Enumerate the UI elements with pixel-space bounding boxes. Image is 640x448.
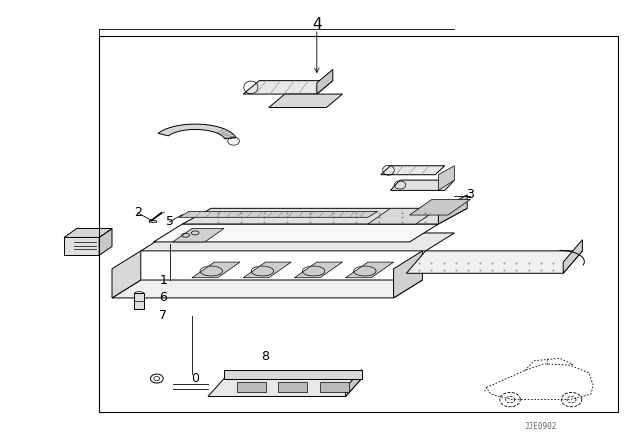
Polygon shape	[346, 370, 362, 396]
Polygon shape	[112, 280, 422, 298]
Polygon shape	[368, 208, 438, 224]
Polygon shape	[390, 180, 454, 190]
Polygon shape	[134, 293, 144, 309]
Polygon shape	[438, 166, 454, 190]
Polygon shape	[64, 228, 112, 237]
Polygon shape	[112, 251, 141, 298]
Polygon shape	[320, 382, 349, 392]
Polygon shape	[278, 382, 307, 392]
Text: 2: 2	[134, 206, 141, 220]
Polygon shape	[141, 233, 454, 251]
Polygon shape	[269, 94, 342, 108]
Text: JJE0902: JJE0902	[525, 422, 557, 431]
Polygon shape	[243, 262, 291, 278]
Polygon shape	[208, 379, 362, 396]
Polygon shape	[173, 228, 224, 242]
Polygon shape	[99, 228, 112, 255]
Text: 3: 3	[467, 188, 474, 202]
Polygon shape	[394, 251, 422, 298]
Polygon shape	[192, 262, 240, 278]
Polygon shape	[154, 224, 438, 242]
Polygon shape	[243, 81, 333, 94]
Text: 1: 1	[159, 273, 167, 287]
Text: 0: 0	[191, 372, 199, 385]
Polygon shape	[237, 382, 266, 392]
Text: 7: 7	[159, 309, 167, 323]
Polygon shape	[438, 195, 467, 224]
Text: 5: 5	[166, 215, 173, 228]
Polygon shape	[158, 124, 236, 139]
Text: 6: 6	[159, 291, 167, 305]
Polygon shape	[179, 211, 378, 217]
Bar	[99, 36, 618, 412]
Polygon shape	[149, 220, 156, 222]
Text: 4: 4	[312, 17, 322, 32]
Polygon shape	[381, 166, 445, 175]
Polygon shape	[317, 69, 333, 94]
Polygon shape	[563, 240, 582, 273]
Polygon shape	[406, 251, 582, 273]
Polygon shape	[64, 237, 99, 255]
Text: 8: 8	[262, 349, 269, 363]
Polygon shape	[294, 262, 342, 278]
Polygon shape	[410, 199, 470, 215]
Polygon shape	[182, 208, 467, 224]
Polygon shape	[224, 370, 362, 379]
Polygon shape	[346, 262, 394, 278]
